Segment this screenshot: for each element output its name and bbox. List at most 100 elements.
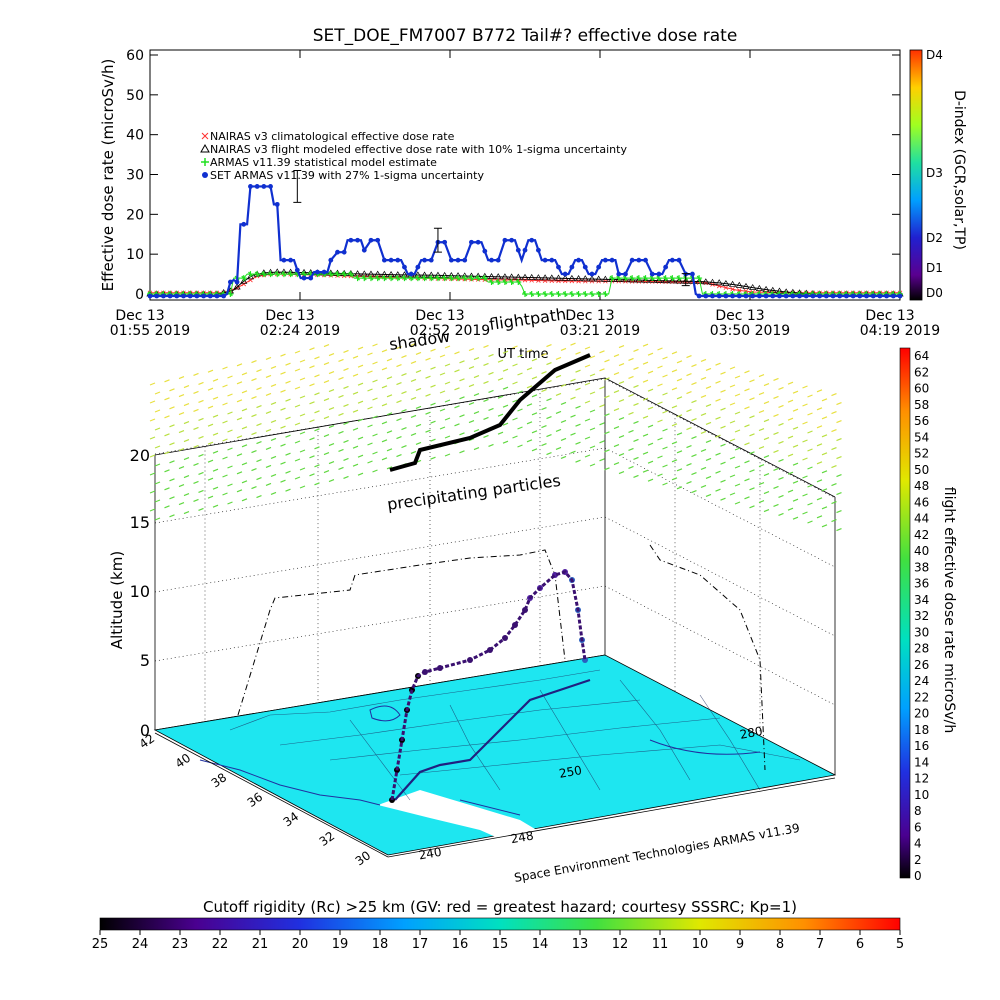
particle-mark xyxy=(357,472,364,476)
particle-mark xyxy=(227,429,233,433)
data-point xyxy=(261,184,267,189)
particle-mark xyxy=(164,487,170,491)
particle-mark xyxy=(222,438,228,442)
particle-mark xyxy=(314,428,320,432)
particle-mark xyxy=(792,390,799,394)
particle-mark xyxy=(473,429,480,433)
particle-mark xyxy=(555,356,562,360)
data-point xyxy=(710,293,715,299)
particle-mark xyxy=(352,445,359,449)
particle-mark xyxy=(671,405,678,409)
data-point xyxy=(536,278,541,283)
data-point xyxy=(341,249,347,255)
particle-mark xyxy=(691,436,697,440)
data-point xyxy=(555,291,562,297)
particle-mark xyxy=(372,343,378,347)
particle-mark xyxy=(671,423,678,427)
particle-mark xyxy=(251,396,257,400)
data-point xyxy=(528,291,535,297)
data-point xyxy=(601,275,609,282)
particle-mark xyxy=(546,362,552,366)
dose-colorbar-tick: 14 xyxy=(914,755,929,769)
dose-colorbar-tick: 36 xyxy=(914,577,929,591)
data-point xyxy=(294,267,300,273)
d-index-tick: D3 xyxy=(926,166,943,180)
particle-mark xyxy=(773,485,779,489)
particle-mark xyxy=(236,399,243,403)
particle-mark xyxy=(792,516,799,520)
particle-mark xyxy=(178,502,185,506)
rigidity-tick-label: 15 xyxy=(492,937,509,952)
data-point xyxy=(301,275,307,281)
particle-mark xyxy=(386,358,393,362)
particle-mark xyxy=(227,501,233,505)
rigidity-tick-label: 8 xyxy=(776,937,784,952)
data-point xyxy=(569,264,575,270)
data-point xyxy=(522,291,528,297)
particle-mark xyxy=(241,390,248,394)
particle-mark xyxy=(468,420,475,424)
data-point xyxy=(548,291,555,297)
particle-mark xyxy=(415,441,422,445)
data-point xyxy=(870,293,876,299)
data-point xyxy=(414,275,421,282)
data-point xyxy=(864,293,869,299)
chart-title: SET_DOE_FM7007 B772 Tail#? effective dos… xyxy=(313,26,738,46)
x-tick-date: Dec 13 xyxy=(865,308,914,324)
data-point xyxy=(240,277,248,284)
precipitating-particles-field xyxy=(149,342,842,532)
particle-mark xyxy=(560,347,567,351)
particle-mark xyxy=(285,488,291,492)
particle-mark xyxy=(473,411,480,415)
particle-mark xyxy=(328,407,335,411)
particle-mark xyxy=(613,354,620,358)
particle-mark xyxy=(314,392,320,396)
particle-mark xyxy=(807,502,813,506)
data-point xyxy=(623,271,628,277)
data-point xyxy=(850,293,856,299)
particle-mark xyxy=(584,418,591,422)
particle-mark xyxy=(662,410,668,414)
data-point xyxy=(487,272,496,279)
dose-colorbar-tick: 20 xyxy=(914,707,929,721)
particle-mark xyxy=(338,412,344,416)
particle-mark xyxy=(328,443,335,447)
y-tick-label: 10 xyxy=(126,247,144,263)
particle-mark xyxy=(720,479,726,483)
particle-mark xyxy=(541,389,547,393)
particle-mark xyxy=(662,446,668,450)
particle-mark xyxy=(686,391,692,395)
particle-mark xyxy=(700,466,707,470)
particle-mark xyxy=(531,412,538,416)
particle-mark xyxy=(773,395,779,399)
data-point xyxy=(736,293,742,299)
particle-mark xyxy=(256,405,262,409)
dose-colorbar-tick: 4 xyxy=(914,837,922,851)
particle-mark xyxy=(386,430,393,434)
x-tick-time: 03:50 2019 xyxy=(710,323,790,339)
particle-mark xyxy=(396,454,402,458)
particle-mark xyxy=(778,386,784,390)
particle-mark xyxy=(372,361,378,365)
particle-mark xyxy=(415,369,422,373)
particle-mark xyxy=(628,429,634,433)
data-point xyxy=(355,237,360,243)
particle-mark xyxy=(439,408,446,412)
particle-mark xyxy=(613,426,620,430)
particle-mark xyxy=(280,353,286,357)
particle-mark xyxy=(633,384,639,388)
data-point xyxy=(455,275,462,282)
particle-mark xyxy=(546,398,552,402)
particle-mark xyxy=(154,463,161,467)
particle-mark xyxy=(691,382,697,386)
data-point xyxy=(696,293,702,299)
data-point xyxy=(308,275,314,281)
particle-mark xyxy=(729,384,736,388)
particle-mark xyxy=(183,475,190,479)
particle-mark xyxy=(555,410,562,414)
legend-entry: ARMAS v11.39 statistical model estimate xyxy=(210,156,437,169)
particle-mark xyxy=(439,390,446,394)
data-point xyxy=(642,275,649,282)
particle-mark xyxy=(430,348,436,352)
particle-mark xyxy=(149,382,156,386)
